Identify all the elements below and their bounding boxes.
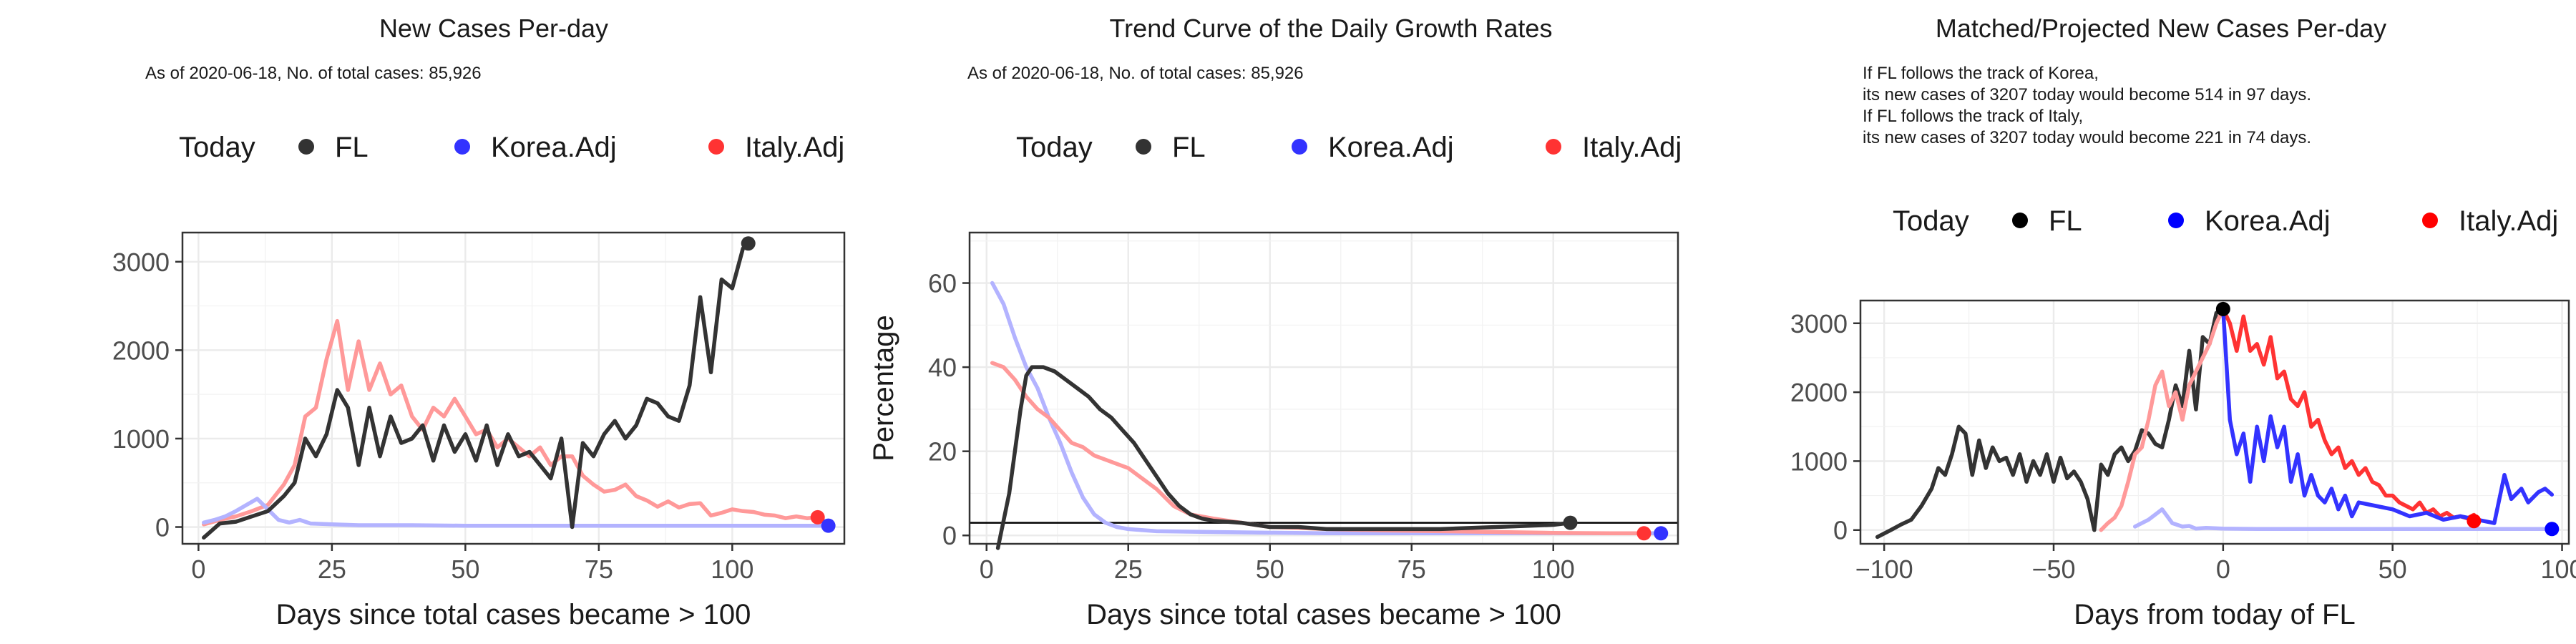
today-point-korea-adj [2545, 522, 2560, 537]
series-line-italy-adj [202, 318, 820, 527]
y-tick-label: 0 [1833, 516, 1848, 545]
legend-label: FL [1172, 132, 1206, 163]
legend-title: Today [1893, 205, 1969, 237]
x-tick-label: 75 [1397, 555, 1426, 584]
y-tick-label: 3000 [1790, 309, 1848, 338]
legend-key [708, 139, 724, 155]
y-tick-label: 1000 [1790, 447, 1848, 476]
y-tick-label: 1000 [112, 424, 170, 454]
x-tick-label: 50 [2379, 555, 2407, 584]
x-tick-label: 25 [318, 555, 346, 584]
series-line-korea-adj-matched- [2132, 507, 2551, 532]
legend-label: Korea.Adj [491, 132, 617, 163]
y-tick-label: 0 [942, 521, 957, 550]
x-tick-label: 50 [451, 555, 479, 584]
legend-label: Korea.Adj [2205, 205, 2331, 237]
chart-subtitle-line: As of 2020-06-18, No. of total cases: 85… [145, 64, 482, 83]
today-point-fl [1563, 515, 1578, 530]
x-tick-label: 100 [2540, 555, 2576, 584]
y-tick-label: 3000 [112, 248, 170, 277]
legend: Today FL Korea.Adj Italy.Adj [1893, 205, 2558, 237]
series-line-korea-adj [990, 280, 1658, 536]
chart-title: Trend Curve of the Daily Growth Rates [1110, 14, 1553, 43]
legend-key [2012, 213, 2028, 228]
x-tick-label: 100 [1532, 555, 1575, 584]
chart-title: Matched/Projected New Cases Per-day [1936, 14, 2386, 43]
today-point-korea-adj [1654, 526, 1669, 541]
today-point-italy-adj [2467, 514, 2482, 529]
legend-label: Italy.Adj [2459, 205, 2558, 237]
x-tick-label: 75 [585, 555, 613, 584]
legend-label: Italy.Adj [745, 132, 844, 163]
y-tick-label: 2000 [1790, 378, 1848, 407]
series-group [1875, 301, 2560, 540]
x-tick-label: −50 [2031, 555, 2075, 584]
legend-label: FL [2049, 205, 2082, 237]
x-tick-label: 100 [711, 555, 753, 584]
series-group [202, 236, 836, 540]
panel-border [1859, 299, 2570, 545]
series-group [990, 280, 1669, 550]
legend-key [1136, 139, 1151, 155]
x-tick-label: 0 [191, 555, 205, 584]
legend-key [454, 139, 470, 155]
today-point-fl [2215, 301, 2230, 316]
legend-title: Today [1016, 132, 1093, 163]
legend-title: Today [179, 132, 255, 163]
panel-border [181, 231, 846, 545]
legend: Today FL Korea.Adj Italy.Adj [1016, 132, 1682, 163]
legend-key [2422, 213, 2438, 228]
legend-label: Italy.Adj [1582, 132, 1682, 163]
x-tick-label: 0 [2216, 555, 2230, 584]
legend-label: FL [335, 132, 369, 163]
y-axis-label: Percentage [868, 315, 899, 462]
chart-subtitle-line: If FL follows the track of Korea, [1863, 64, 2099, 83]
y-tick-label: 20 [928, 437, 957, 467]
today-point-italy-adj [1636, 526, 1652, 541]
y-tick-label: 0 [155, 513, 170, 542]
x-tick-label: 0 [980, 555, 994, 584]
legend-key [1546, 139, 1561, 155]
panel-2: Trend Curve of the Daily Growth Rates As … [868, 14, 1682, 630]
series-line-fl [995, 365, 1573, 550]
series-line-italy-adj-projected- [2221, 307, 2477, 521]
x-tick-label: 25 [1114, 555, 1143, 584]
today-point-korea-adj [821, 518, 836, 533]
series-line-fl [202, 241, 751, 540]
grid [1860, 301, 2569, 544]
x-axis-label: Days since total cases became > 100 [276, 599, 751, 630]
x-axis-label: Days since total cases became > 100 [1086, 599, 1561, 630]
x-tick-label: 50 [1256, 555, 1284, 584]
today-point-italy-adj [810, 509, 825, 525]
chart-subtitle-line: its new cases of 3207 today would become… [1863, 128, 2311, 147]
y-tick-label: 2000 [112, 336, 170, 365]
chart-title: New Cases Per-day [379, 14, 608, 43]
legend-key [2168, 213, 2184, 228]
today-point-fl [741, 236, 756, 251]
legend-key [298, 139, 314, 155]
series-line-fl [1875, 307, 2225, 540]
chart-subtitle-line: its new cases of 3207 today would become… [1863, 85, 2311, 104]
series-line-korea-adj [202, 497, 831, 528]
panel-3: Matched/Projected New Cases Per-day If FL… [1790, 14, 2576, 630]
panel-border [968, 231, 1679, 545]
series-line-korea-adj-projected- [2221, 307, 2555, 525]
y-tick-label: 40 [928, 353, 957, 382]
x-axis-label: Days from today of FL [2074, 599, 2355, 630]
chart-subtitle-line: If FL follows the track of Italy, [1863, 107, 2083, 126]
chart-subtitle-line: As of 2020-06-18, No. of total cases: 85… [967, 64, 1304, 83]
y-tick-label: 60 [928, 269, 957, 298]
legend-label: Korea.Adj [1328, 132, 1454, 163]
series-line-italy-adj-matched- [2099, 307, 2225, 532]
x-tick-label: −100 [1855, 555, 1913, 584]
legend: Today FL Korea.Adj Italy.Adj [179, 132, 844, 163]
panel-1: New Cases Per-day As of 2020-06-18, No. o… [112, 14, 846, 630]
legend-key [1292, 139, 1307, 155]
